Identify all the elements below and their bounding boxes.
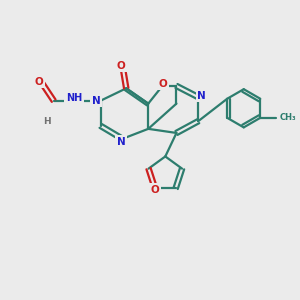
- Text: N: N: [117, 137, 125, 147]
- Text: O: O: [34, 76, 43, 87]
- Text: NH: NH: [66, 93, 82, 103]
- Text: CH₃: CH₃: [279, 113, 296, 122]
- Text: O: O: [117, 61, 126, 71]
- Text: N: N: [92, 96, 100, 106]
- Text: O: O: [151, 185, 159, 195]
- Text: N: N: [197, 91, 206, 101]
- Text: H: H: [43, 117, 51, 126]
- Text: O: O: [159, 79, 167, 88]
